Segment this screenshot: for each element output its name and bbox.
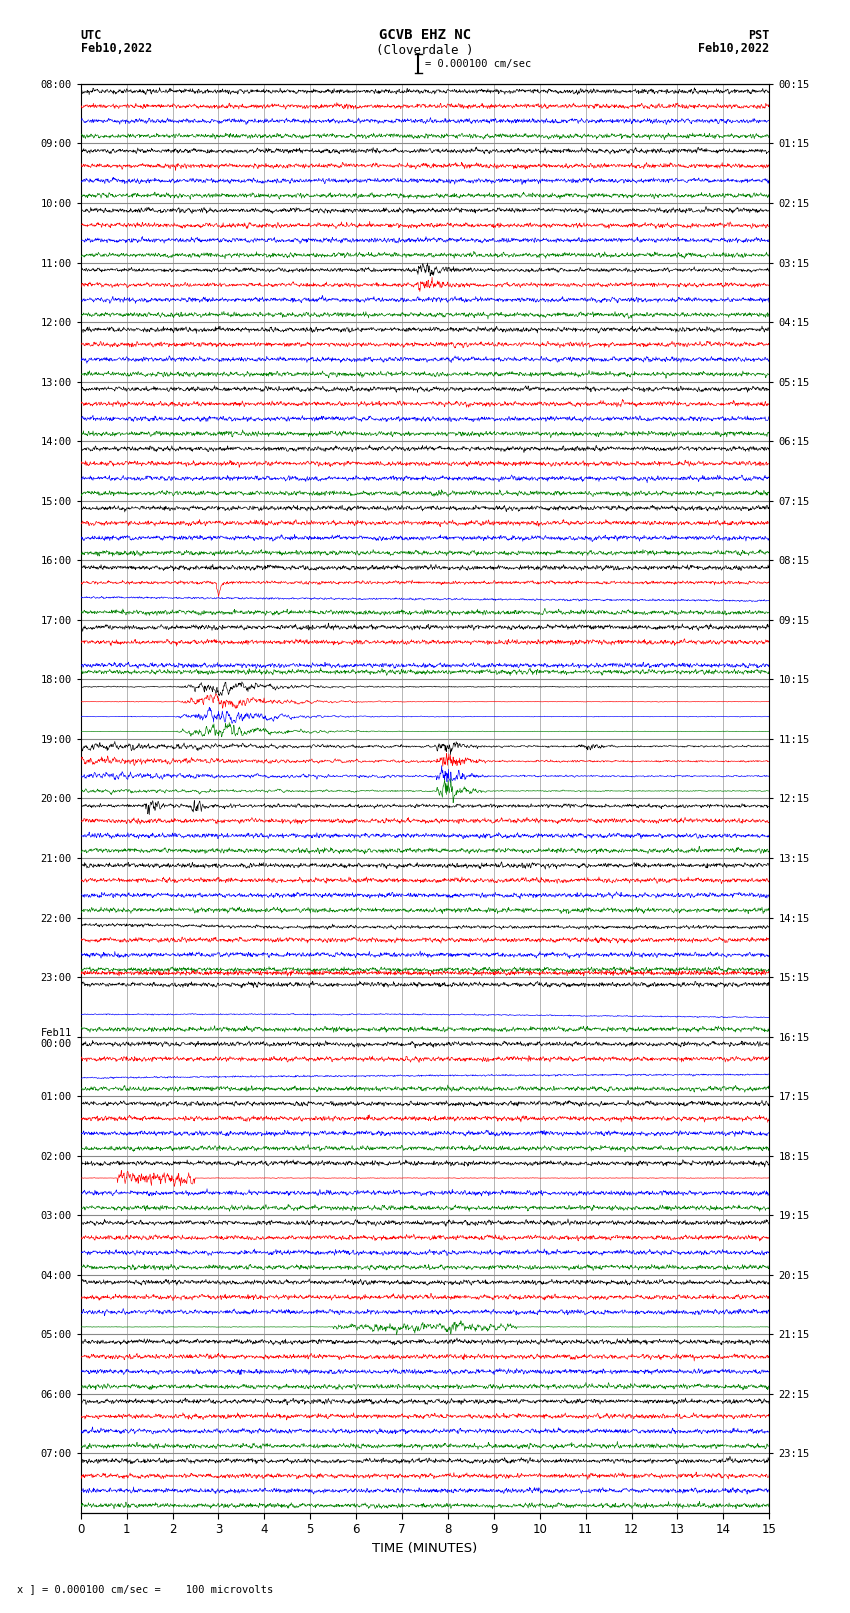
Text: Feb10,2022: Feb10,2022: [698, 42, 769, 55]
X-axis label: TIME (MINUTES): TIME (MINUTES): [372, 1542, 478, 1555]
Text: x ] = 0.000100 cm/sec =    100 microvolts: x ] = 0.000100 cm/sec = 100 microvolts: [17, 1584, 273, 1594]
Text: (Cloverdale ): (Cloverdale ): [377, 44, 473, 56]
Text: PST: PST: [748, 29, 769, 42]
Text: GCVB EHZ NC: GCVB EHZ NC: [379, 29, 471, 42]
Text: = 0.000100 cm/sec: = 0.000100 cm/sec: [425, 58, 531, 69]
Text: UTC: UTC: [81, 29, 102, 42]
Text: Feb10,2022: Feb10,2022: [81, 42, 152, 55]
